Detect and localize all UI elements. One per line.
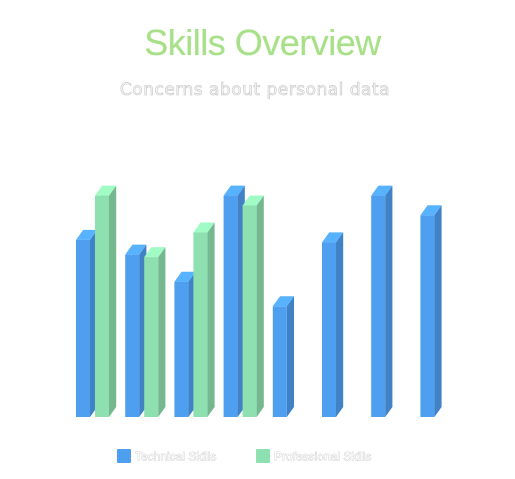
bar-professional-1 (95, 185, 117, 417)
bar-front (76, 239, 90, 417)
bar-front (322, 242, 336, 417)
bar-technical-3 (174, 271, 196, 417)
bar-side (286, 296, 294, 417)
bars-group (76, 185, 442, 417)
bar-technical-5 (272, 296, 294, 417)
bar-front (272, 306, 287, 417)
legend-swatch (256, 449, 270, 463)
bar-front (193, 232, 208, 417)
bar-front (95, 195, 109, 417)
bar-side (434, 205, 442, 417)
bar-side (256, 195, 264, 417)
bar-top (371, 185, 393, 196)
bar-top (193, 222, 215, 233)
bar-front (420, 215, 435, 417)
bar-side (336, 232, 344, 417)
bar-top (76, 229, 98, 240)
bar-front (144, 257, 159, 417)
bar-top (125, 244, 147, 255)
bar-front (125, 254, 140, 417)
bar-technical-4 (223, 185, 245, 417)
chart-title: Skills Overview (144, 22, 381, 63)
bar-top (272, 296, 294, 307)
bar-side (158, 247, 166, 417)
chart-subtitle: Concerns about personal data (119, 80, 391, 101)
legend-item-2: Professional Skills (256, 449, 372, 464)
bar-front (371, 195, 386, 417)
bar-top (322, 232, 344, 243)
legend-label: Professional Skills (274, 450, 371, 464)
legend-label: Technical Skills (135, 450, 216, 464)
bar-professional-3 (193, 222, 215, 417)
bar-top (223, 185, 245, 196)
legend-swatch (117, 449, 131, 463)
bar-top (95, 185, 117, 196)
bar-professional-4 (242, 195, 264, 417)
bar-technical-1 (76, 229, 98, 417)
bar-professional-2 (144, 247, 166, 417)
bar-front (242, 205, 257, 417)
bar-side (109, 185, 117, 417)
bar-technical-6 (322, 232, 344, 417)
bar-technical-8 (420, 205, 442, 417)
bar-technical-7 (371, 185, 393, 417)
bar-top (242, 195, 264, 206)
bar-front (223, 195, 238, 417)
bar-front (174, 281, 189, 417)
bar-side (385, 185, 393, 417)
bar-side (207, 222, 215, 417)
bar-top (144, 247, 166, 258)
bar-top (420, 205, 442, 216)
legend-item-1: Technical Skills (117, 449, 217, 464)
bar-top (174, 271, 196, 282)
bar-technical-2 (125, 244, 147, 417)
